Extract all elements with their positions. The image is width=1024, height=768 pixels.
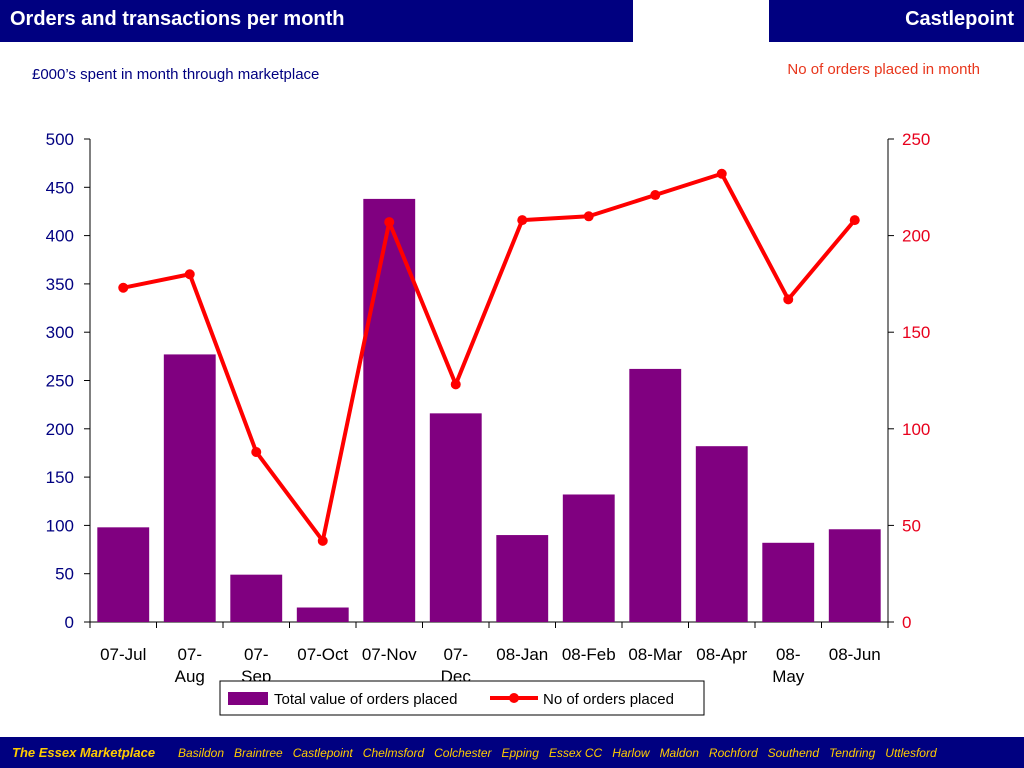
x-tick-label: 08-Mar xyxy=(628,645,682,664)
footer-bar: The Essex Marketplace Basildon Braintree C… xyxy=(0,737,1024,768)
line-point-07-sep xyxy=(251,446,262,457)
right-axis-caption: No of orders placed in month xyxy=(787,61,980,78)
bar-08-mar xyxy=(629,368,682,622)
page-title: Orders and transactions per month xyxy=(10,8,345,30)
bar-08-jun xyxy=(828,529,881,622)
left-tick-label: 400 xyxy=(46,227,74,246)
right-tick-label: 200 xyxy=(902,227,930,246)
left-tick-label: 500 xyxy=(46,130,74,149)
footer-links: Basildon Braintree Castlepoint Chelmsford Co… xyxy=(178,746,947,760)
line-point-08-jun xyxy=(849,215,860,226)
bar-07-sep xyxy=(230,574,283,622)
line-point-07-aug xyxy=(184,269,195,280)
brand-bar: Castlepoint xyxy=(769,0,1024,42)
bar-08-jan xyxy=(496,535,549,622)
brand-name: Castlepoint xyxy=(905,8,1014,30)
legend-line-marker xyxy=(509,693,519,703)
x-tick-label: 07-Jul xyxy=(100,645,146,664)
right-tick-label: 0 xyxy=(902,613,911,632)
line-point-07-oct xyxy=(317,535,328,546)
left-tick-label: 200 xyxy=(46,420,74,439)
x-tick-label: 08-Feb xyxy=(562,645,616,664)
x-tick-label: 08- xyxy=(776,645,801,664)
x-tick-label: 07- xyxy=(177,645,202,664)
line-point-08-may xyxy=(783,294,794,305)
footer-link-basildon[interactable]: Basildon xyxy=(178,746,225,760)
right-tick-label: 50 xyxy=(902,516,921,535)
footer-link-rochford[interactable]: Rochford xyxy=(708,746,758,760)
left-tick-label: 250 xyxy=(46,372,74,391)
bar-08-feb xyxy=(562,494,615,622)
footer-link-maldon[interactable]: Maldon xyxy=(659,746,699,760)
footer-link-chelmsford[interactable]: Chelmsford xyxy=(362,746,425,760)
right-tick-label: 150 xyxy=(902,323,930,342)
line-point-07-jul xyxy=(118,282,129,293)
line-point-08-jan xyxy=(517,215,528,226)
left-tick-label: 100 xyxy=(46,516,74,535)
x-tick-label: May xyxy=(772,667,805,686)
legend-line-label: No of orders placed xyxy=(543,691,674,708)
bar-07-oct xyxy=(296,607,349,622)
left-tick-label: 50 xyxy=(55,565,74,584)
line-point-07-dec xyxy=(450,379,461,390)
x-tick-label: 07-Nov xyxy=(362,645,417,664)
footer-link-essex-cc[interactable]: Essex CC xyxy=(548,746,603,760)
right-tick-label: 100 xyxy=(902,420,930,439)
orders-chart: 0 50 100 150 200 250 300 350 400 450 500 0 50 100 150 2… xyxy=(46,130,930,716)
footer-link-southend[interactable]: Southend xyxy=(767,746,820,760)
title-bar: Orders and transactions per month xyxy=(0,0,633,42)
footer-link-epping[interactable]: Epping xyxy=(501,746,539,760)
x-tick-label: 07-Oct xyxy=(297,645,348,664)
left-tick-label: 0 xyxy=(65,613,74,632)
bar-07-aug xyxy=(163,354,216,622)
left-axis-caption: £000’s spent in month through marketplac… xyxy=(32,66,320,83)
orders-line xyxy=(122,171,857,543)
footer-link-tendring[interactable]: Tendring xyxy=(829,746,876,760)
x-tick-label: 07- xyxy=(443,645,468,664)
footer-link-uttlesford[interactable]: Uttlesford xyxy=(885,746,937,760)
footer-link-colchester[interactable]: Colchester xyxy=(434,746,492,760)
footer-link-harlow[interactable]: Harlow xyxy=(612,746,650,760)
line-point-07-nov xyxy=(384,217,395,228)
x-tick-label: 08-Apr xyxy=(696,645,747,664)
line-point-08-mar xyxy=(650,190,661,201)
x-tick-label: 07- xyxy=(244,645,269,664)
bar-08-apr xyxy=(695,446,748,622)
x-tick-label: 08-Jan xyxy=(496,645,548,664)
footer-lead: The Essex Marketplace xyxy=(12,745,156,760)
legend-bar-swatch xyxy=(228,692,268,705)
left-tick-label: 150 xyxy=(46,468,74,487)
bar-07-jul xyxy=(97,527,150,622)
left-tick-label: 300 xyxy=(46,323,74,342)
left-tick-label: 450 xyxy=(46,178,74,197)
bar-08-may xyxy=(762,542,815,622)
x-tick-label: Aug xyxy=(175,667,205,686)
right-tick-label: 250 xyxy=(902,130,930,149)
legend-box xyxy=(219,680,705,716)
footer-link-castlepoint[interactable]: Castlepoint xyxy=(292,746,353,760)
footer-link-braintree[interactable]: Braintree xyxy=(234,746,283,760)
line-point-08-feb xyxy=(583,211,594,222)
left-tick-label: 350 xyxy=(46,275,74,294)
legend-bar-label: Total value of orders placed xyxy=(274,691,457,708)
bar-07-dec xyxy=(429,413,482,622)
x-tick-label: 08-Jun xyxy=(829,645,881,664)
line-point-08-apr xyxy=(716,168,727,179)
